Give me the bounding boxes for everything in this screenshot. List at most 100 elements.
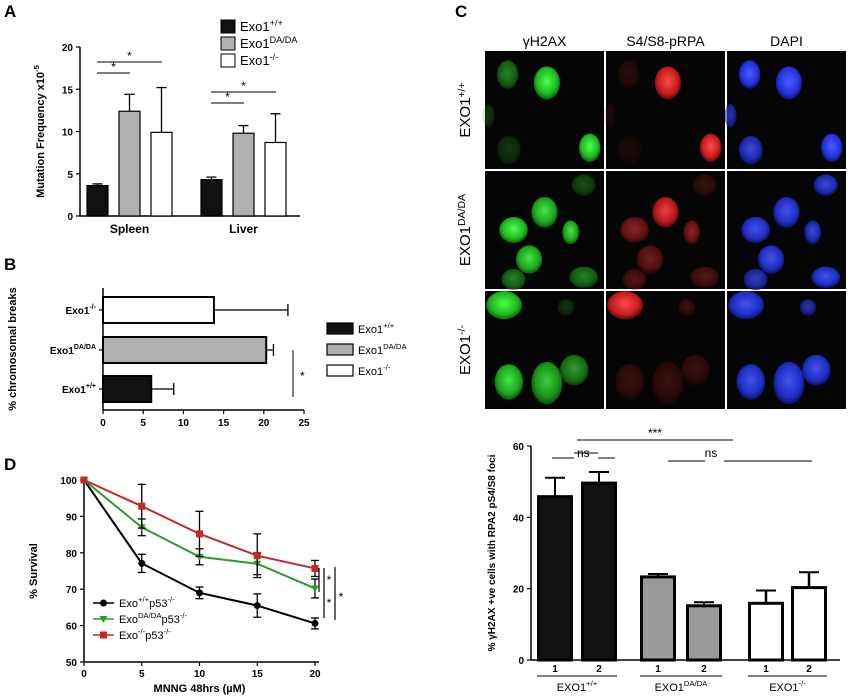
nucleus	[724, 104, 737, 128]
legend-label: Exo1DA/DA	[240, 35, 298, 51]
bar	[86, 184, 109, 217]
nucleus	[728, 291, 764, 320]
data-point	[196, 530, 203, 538]
nucleus	[743, 268, 768, 291]
panel-letter-a: A	[4, 2, 16, 21]
bar	[102, 296, 215, 324]
bar	[640, 575, 676, 662]
nucleus	[652, 361, 684, 405]
x-tick-label: 1	[763, 664, 769, 675]
group-label: EXO1+/+	[557, 679, 598, 694]
nucleus	[700, 133, 722, 162]
panel-letter-b: B	[4, 255, 16, 274]
x-tick-label: 20	[309, 669, 321, 680]
nucleus	[615, 364, 645, 400]
nucleus	[533, 66, 560, 100]
nucleus	[801, 354, 831, 386]
y-tick-label: 5	[67, 170, 73, 181]
nucleus	[678, 299, 696, 316]
nucleus	[515, 245, 543, 274]
data-point	[311, 564, 319, 572]
nucleus	[690, 266, 720, 288]
panel-letter-c: C	[455, 2, 467, 21]
x-tick-label: 1	[655, 664, 661, 675]
x-tick-label: 1	[552, 664, 558, 675]
significance-mark: ns	[577, 446, 590, 460]
legend-label: Exo1-/-	[240, 52, 278, 68]
nucleus	[617, 135, 642, 165]
x-tick-label: 15	[218, 418, 230, 429]
y-tick-label: 80	[66, 549, 78, 560]
y-tick-label: 20	[62, 43, 74, 54]
bar	[118, 110, 141, 217]
legend-label: Exo1DA/DA	[358, 342, 407, 357]
nucleus	[804, 220, 822, 245]
data-point	[311, 585, 319, 593]
legend-label: ExoDA/DAp53-/-	[119, 611, 188, 626]
nucleus	[482, 104, 495, 128]
y-tick-label: 50	[66, 658, 78, 669]
nucleus	[531, 196, 558, 228]
nucleus	[603, 104, 616, 128]
group-label: EXO1DA/DA	[655, 679, 709, 694]
legend-swatch	[326, 364, 354, 377]
data-point	[196, 589, 203, 597]
data-point	[138, 502, 146, 510]
nucleus	[636, 245, 664, 274]
significance-mark: *	[300, 369, 305, 383]
y-tick-label: 60	[66, 622, 78, 633]
nucleus	[757, 245, 785, 274]
nucleus	[680, 354, 710, 386]
nucleus	[683, 220, 701, 245]
legend-label: Exo+/+p53-/-	[119, 595, 175, 610]
nucleus	[821, 133, 843, 162]
significance-mark: *	[327, 596, 332, 610]
chart-panel-a: 0 5 10 15 20 Mutation Frequency x10-5 Spleen Li…	[32, 18, 300, 236]
significance-mark: *	[241, 79, 246, 93]
nucleus	[775, 66, 802, 100]
bar	[264, 141, 287, 217]
chart-panel-d: 0 5 10 15 20 50 60 70 80 90 100 MNNG 48hrs (µM) % Su…	[28, 476, 344, 695]
y-tick-label: 40	[513, 513, 525, 524]
data-point	[253, 602, 261, 610]
nucleus	[652, 196, 679, 228]
bar	[581, 481, 617, 662]
nucleus	[557, 299, 575, 316]
nucleus	[559, 354, 589, 386]
significance-mark: *	[327, 573, 332, 587]
nucleus	[622, 268, 647, 291]
y-tick-label: 60	[513, 442, 525, 453]
y-category-label: Exo1+/+	[62, 383, 96, 396]
bar	[102, 375, 153, 403]
legend-label: Exo1+/+	[358, 321, 395, 336]
legend-swatch	[220, 19, 236, 34]
nucleus	[607, 291, 643, 320]
legend-label: Exo-/-p53-/-	[119, 627, 171, 642]
row-label: EXO1DA/DA	[456, 194, 474, 266]
y-tick-label: 20	[513, 585, 525, 596]
x-tick-label: 5	[140, 418, 146, 429]
chart-panel-c: 0 20 40 60 % γH2AX +ve cells with RPA2 pS4/S…	[487, 426, 840, 694]
bar	[200, 179, 223, 217]
nucleus	[813, 174, 838, 196]
x-tick-label: 5	[139, 669, 145, 680]
significance-mark: ns	[705, 446, 718, 460]
legend-swatch	[220, 36, 236, 51]
data-point	[311, 619, 319, 627]
nucleus	[501, 268, 526, 291]
nucleus	[736, 364, 766, 400]
nucleus	[741, 217, 770, 243]
bar	[791, 586, 827, 662]
nucleus	[617, 60, 640, 89]
legend-marker	[100, 599, 107, 607]
y-axis-label: Mutation Frequency x10-5	[32, 64, 47, 197]
y-tick-label: 100	[60, 476, 77, 487]
nucleus	[531, 361, 563, 405]
channel-header: S4/S8-pRPA	[626, 33, 705, 49]
data-point	[195, 553, 204, 561]
significance-mark: *	[339, 590, 344, 604]
x-tick-label: 10	[194, 669, 206, 680]
nucleus	[799, 299, 817, 316]
channel-header: DAPI	[770, 33, 803, 49]
data-point	[138, 559, 146, 567]
